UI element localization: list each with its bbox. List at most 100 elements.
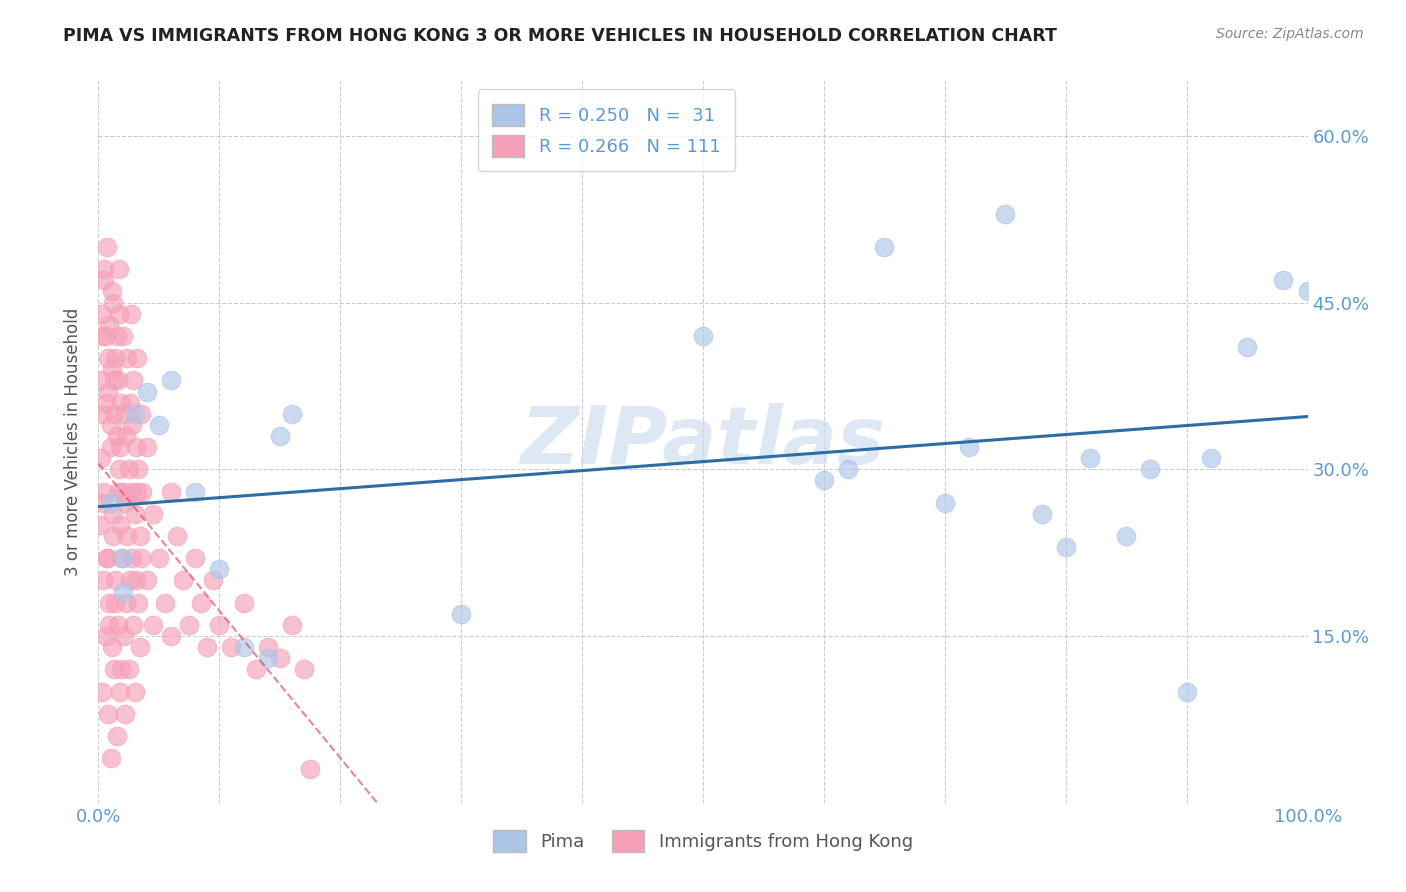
Point: [114, 496, 136, 510]
Point: [957, 440, 980, 454]
Point: [103, 373, 125, 387]
Point: [100, 417, 122, 432]
Point: [450, 607, 472, 621]
Point: [281, 618, 304, 632]
Point: [112, 629, 135, 643]
Point: [93, 484, 115, 499]
Point: [104, 574, 127, 588]
Point: [142, 507, 165, 521]
Point: [208, 618, 231, 632]
Point: [692, 329, 714, 343]
Point: [103, 662, 125, 676]
Point: [91, 574, 114, 588]
Point: [100, 285, 122, 299]
Point: [93, 273, 115, 287]
Point: [115, 429, 138, 443]
Point: [114, 706, 136, 721]
Point: [97, 351, 120, 366]
Point: [110, 551, 132, 566]
Point: [117, 529, 139, 543]
Point: [232, 640, 254, 655]
Point: [1236, 340, 1258, 354]
Point: [111, 584, 134, 599]
Point: [96, 551, 118, 566]
Point: [108, 684, 131, 698]
Point: [118, 574, 141, 588]
Point: [108, 517, 131, 532]
Point: [124, 684, 146, 698]
Point: [91, 496, 114, 510]
Point: [127, 484, 149, 499]
Point: [184, 551, 207, 566]
Point: [1031, 507, 1053, 521]
Point: [96, 551, 118, 566]
Point: [127, 462, 149, 476]
Point: [107, 484, 129, 499]
Point: [1199, 451, 1222, 466]
Point: [98, 596, 121, 610]
Point: [1175, 684, 1198, 698]
Point: [104, 351, 127, 366]
Point: [256, 640, 278, 655]
Point: [105, 329, 128, 343]
Point: [100, 640, 122, 655]
Point: [118, 662, 141, 676]
Point: [1078, 451, 1101, 466]
Point: [122, 618, 145, 632]
Point: [107, 618, 129, 632]
Point: [269, 429, 291, 443]
Point: [994, 207, 1017, 221]
Point: [813, 474, 835, 488]
Point: [108, 307, 131, 321]
Point: [837, 462, 859, 476]
Point: [125, 574, 148, 588]
Point: [129, 551, 152, 566]
Point: [232, 596, 254, 610]
Point: [110, 395, 132, 409]
Point: [105, 729, 128, 743]
Point: [208, 562, 231, 576]
Point: [148, 417, 170, 432]
Point: [110, 662, 132, 676]
Point: [108, 440, 131, 454]
Point: [124, 407, 146, 421]
Point: [128, 529, 150, 543]
Point: [108, 262, 131, 277]
Point: [122, 373, 145, 387]
Point: [101, 529, 124, 543]
Point: [121, 417, 143, 432]
Point: [101, 295, 124, 310]
Point: [873, 240, 896, 254]
Text: ZIPatlas: ZIPatlas: [520, 402, 886, 481]
Point: [184, 484, 207, 499]
Point: [91, 684, 114, 698]
Point: [190, 596, 212, 610]
Point: [105, 429, 128, 443]
Point: [135, 574, 157, 588]
Point: [121, 551, 143, 566]
Point: [94, 395, 117, 409]
Point: [195, 640, 218, 655]
Point: [202, 574, 225, 588]
Point: [97, 384, 120, 399]
Point: [112, 407, 135, 421]
Text: Source: ZipAtlas.com: Source: ZipAtlas.com: [1216, 27, 1364, 41]
Point: [292, 662, 315, 676]
Point: [1296, 285, 1319, 299]
Point: [245, 662, 267, 676]
Point: [98, 618, 121, 632]
Point: [91, 307, 114, 321]
Point: [117, 351, 139, 366]
Point: [90, 451, 112, 466]
Point: [107, 373, 129, 387]
Point: [299, 763, 322, 777]
Point: [160, 484, 183, 499]
Point: [103, 407, 125, 421]
Point: [129, 407, 152, 421]
Point: [118, 395, 141, 409]
Point: [94, 329, 117, 343]
Point: [93, 262, 115, 277]
Y-axis label: 3 or more Vehicles in Household: 3 or more Vehicles in Household: [65, 308, 83, 575]
Point: [125, 440, 148, 454]
Legend: Pima, Immigrants from Hong Kong: Pima, Immigrants from Hong Kong: [486, 822, 920, 859]
